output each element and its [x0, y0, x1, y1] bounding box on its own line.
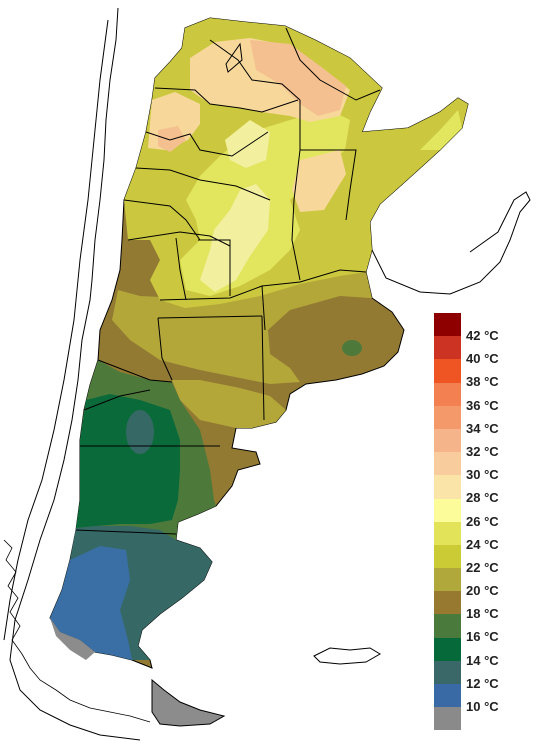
- legend-label: 14 °C: [466, 652, 499, 668]
- region-t32: [250, 40, 346, 116]
- legend-label: 18 °C: [466, 606, 499, 622]
- legend-label: 22 °C: [466, 559, 499, 575]
- legend-swatch: [434, 660, 461, 684]
- legend-item: 24 °C: [434, 521, 534, 551]
- legend-label: 28 °C: [466, 490, 499, 506]
- legend-swatch: [434, 428, 461, 453]
- legend-label: 42 °C: [466, 328, 499, 343]
- legend-item: 16 °C: [434, 614, 534, 644]
- chile-outline: [9, 7, 141, 741]
- tierra-del-fuego: [151, 678, 226, 727]
- legend-label: 40 °C: [466, 351, 499, 367]
- legend-item: 30 °C: [434, 452, 534, 482]
- legend-swatch: [434, 336, 461, 360]
- region-t22: [112, 268, 372, 384]
- falklands: [313, 647, 381, 665]
- legend-item: 12 °C: [434, 660, 534, 690]
- legend-item: 36 °C: [434, 382, 534, 412]
- province-borders: [75, 27, 381, 535]
- legend-swatch: [434, 614, 461, 638]
- region-t10: [50, 546, 132, 660]
- chile-islands: [3, 539, 151, 723]
- legend-swatch: [434, 475, 461, 499]
- legend-item: 26 °C: [434, 498, 534, 528]
- chile-coast-west: [3, 19, 109, 641]
- legend-item: 34 °C: [434, 405, 534, 435]
- legend-swatch: [434, 313, 461, 337]
- legend-label: 32 °C: [466, 443, 499, 459]
- legend-item: 18 °C: [434, 591, 534, 621]
- legend-label: 38 °C: [466, 374, 499, 390]
- region-t26-ne: [420, 110, 462, 150]
- region-t16-spot: [342, 340, 362, 356]
- legend-swatch: [434, 498, 461, 522]
- legend-item: 10 °C: [434, 684, 534, 714]
- legend-label: 16 °C: [466, 629, 499, 645]
- legend-swatch: [434, 359, 461, 383]
- uruguay-outline: [371, 191, 531, 295]
- region-t22b: [172, 380, 286, 428]
- legend-swatch: [434, 452, 461, 476]
- legend-item: 20 °C: [434, 568, 534, 598]
- legend-label: 36 °C: [466, 397, 499, 413]
- legend-item: 32 °C: [434, 428, 534, 458]
- legend-item: 40 °C: [434, 336, 534, 366]
- legend-swatch: [434, 591, 461, 615]
- legend-swatch: [434, 684, 461, 708]
- legend-label: 20 °C: [466, 583, 499, 599]
- legend-swatch: [434, 568, 461, 592]
- region-t30c: [292, 150, 346, 212]
- legend-item: [434, 707, 534, 731]
- legend-label: 26 °C: [466, 513, 499, 529]
- legend-label: 30 °C: [466, 467, 499, 483]
- region-t28b: [225, 120, 270, 168]
- region-t14-spot: [126, 410, 154, 454]
- region-t28: [200, 184, 270, 292]
- temperature-legend: 42 °C 40 °C 38 °C 36 °C 34 °C 32 °C 30 °C 28 °C…: [434, 313, 534, 731]
- legend-swatch: [434, 707, 461, 731]
- legend-swatch: [434, 405, 461, 429]
- legend-item: 22 °C: [434, 544, 534, 574]
- region-gray: [50, 618, 95, 660]
- legend-swatch: [434, 521, 461, 545]
- region-t14: [76, 394, 180, 528]
- legend-item: 28 °C: [434, 475, 534, 505]
- legend-label: 10 °C: [466, 699, 499, 714]
- legend-label: 12 °C: [466, 675, 499, 691]
- legend-label: 34 °C: [466, 420, 499, 436]
- legend-swatch: [434, 637, 461, 661]
- legend-swatch: [434, 544, 461, 569]
- legend-item: 14 °C: [434, 637, 534, 667]
- legend-label: 24 °C: [466, 536, 499, 552]
- legend-item: 42 °C: [434, 313, 534, 343]
- legend-swatch: [434, 382, 461, 406]
- legend-item: 38 °C: [434, 359, 534, 389]
